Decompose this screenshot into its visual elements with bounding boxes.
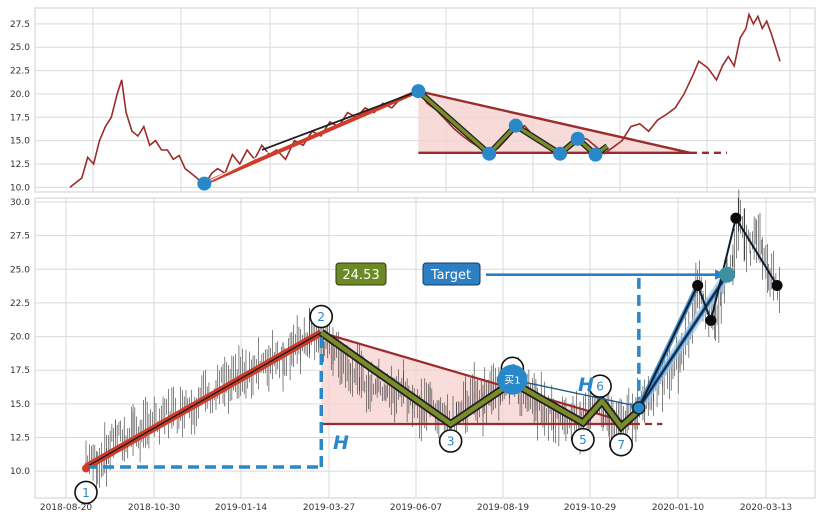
bottom-ytick-3: 17.5 [10, 366, 30, 376]
bottom-plot-frame [34, 197, 816, 499]
pivot-label-circle-3 [438, 429, 463, 453]
top-ytick-0: 10.0 [10, 183, 30, 193]
top-pivot-marker-2 [482, 146, 497, 161]
top-pivot-marker-0 [197, 176, 212, 191]
target-badge-text: Target [430, 268, 471, 283]
top-pivot-marker-5 [570, 131, 585, 146]
pivot-label-circle-2 [309, 304, 334, 329]
buy-label: 买1 [504, 375, 520, 387]
top-pivot-marker-4 [553, 146, 568, 161]
bottom-zigzag-band [319, 330, 644, 431]
bottom-xtick-2: 2019-01-14 [215, 503, 268, 513]
bottom-ytick-4: 20.0 [10, 333, 30, 343]
breakout-marker [632, 401, 646, 415]
top-ytick-5: 22.5 [10, 67, 30, 77]
top-up-trend-highlight [204, 140, 292, 185]
height-label-left: H [333, 432, 349, 454]
top-resistance-line [418, 89, 691, 154]
bottom-ytick-0: 10.0 [10, 467, 30, 477]
bottom-ytick-5: 22.5 [10, 299, 30, 309]
buy-arrow-line [512, 378, 639, 408]
top-ytick-4: 20.0 [10, 90, 30, 100]
bottom-xtick-4: 2019-06-07 [390, 503, 442, 513]
pivot-label-3: 3 [447, 435, 455, 449]
top-ytick-7: 27.5 [10, 20, 30, 30]
bottom-ytick-7: 27.5 [10, 232, 30, 242]
target-hit-marker [719, 266, 736, 283]
bottom-ytick-1: 12.5 [10, 433, 30, 443]
top-price-panel: 10.0 12.5 15.0 17.5 20.0 22.5 25.0 27.5 [10, 7, 816, 193]
buy-circle [497, 364, 528, 395]
top-ytick-3: 17.5 [10, 113, 30, 123]
top-ytick-2: 15.0 [10, 137, 30, 147]
bottom-up-trend-inner [85, 331, 322, 468]
top-ytick-6: 25.0 [10, 43, 30, 53]
top-pivot-marker-6 [588, 147, 603, 162]
pivot-label-7: 7 [617, 438, 625, 452]
pivot-label-circle-1 [74, 480, 98, 505]
post-breakout-line [638, 274, 728, 409]
pivot-label-circle-6 [588, 374, 612, 398]
top-up-trend-inner [261, 90, 419, 151]
top-up-trend-line [203, 89, 420, 186]
post-breakout-marker-3 [771, 279, 783, 291]
top-pivot-marker-3 [508, 118, 523, 133]
bottom-xtick-5: 2019-08-19 [477, 503, 530, 513]
bottom-candlestick-panel: 2018-08-20 2018-10-30 2019-01-14 2019-03-27… [10, 189, 816, 513]
post-breakout-marker-2 [730, 212, 742, 224]
top-pivot-marker-1 [411, 84, 426, 99]
target-badge-box [422, 262, 481, 286]
pivot-label-circle-5 [571, 427, 595, 452]
post-breakout-marker-0 [692, 279, 704, 291]
bottom-xtick-6: 2019-10-29 [564, 503, 617, 513]
pivot-label-6: 6 [596, 380, 604, 394]
value-badge-box [335, 262, 387, 286]
bottom-ytick-6: 25.0 [10, 265, 30, 275]
post-breakout-marker-1 [705, 314, 717, 326]
pivot-label-circle-7 [609, 432, 634, 457]
pivot-label-2: 2 [317, 310, 325, 324]
height-label-right: H [578, 374, 594, 396]
bottom-xtick-3: 2019-03-27 [303, 503, 355, 513]
top-ytick-1: 12.5 [10, 160, 30, 170]
bottom-xtick-7: 2020-01-10 [652, 503, 705, 513]
pivot-label-5: 5 [579, 433, 587, 447]
bottom-ytick-8: 30.0 [10, 198, 30, 208]
bottom-ytick-2: 15.0 [10, 400, 30, 410]
bottom-xtick-0: 2018-08-20 [40, 503, 93, 513]
pivot-label-1: 1 [82, 486, 90, 500]
value-badge-text: 24.53 [342, 268, 379, 283]
bottom-resistance-line [320, 331, 634, 426]
pivot-dot-1 [82, 464, 90, 473]
bottom-xtick-8: 2020-03-13 [740, 503, 792, 513]
bottom-xtick-1: 2018-10-30 [128, 503, 181, 513]
